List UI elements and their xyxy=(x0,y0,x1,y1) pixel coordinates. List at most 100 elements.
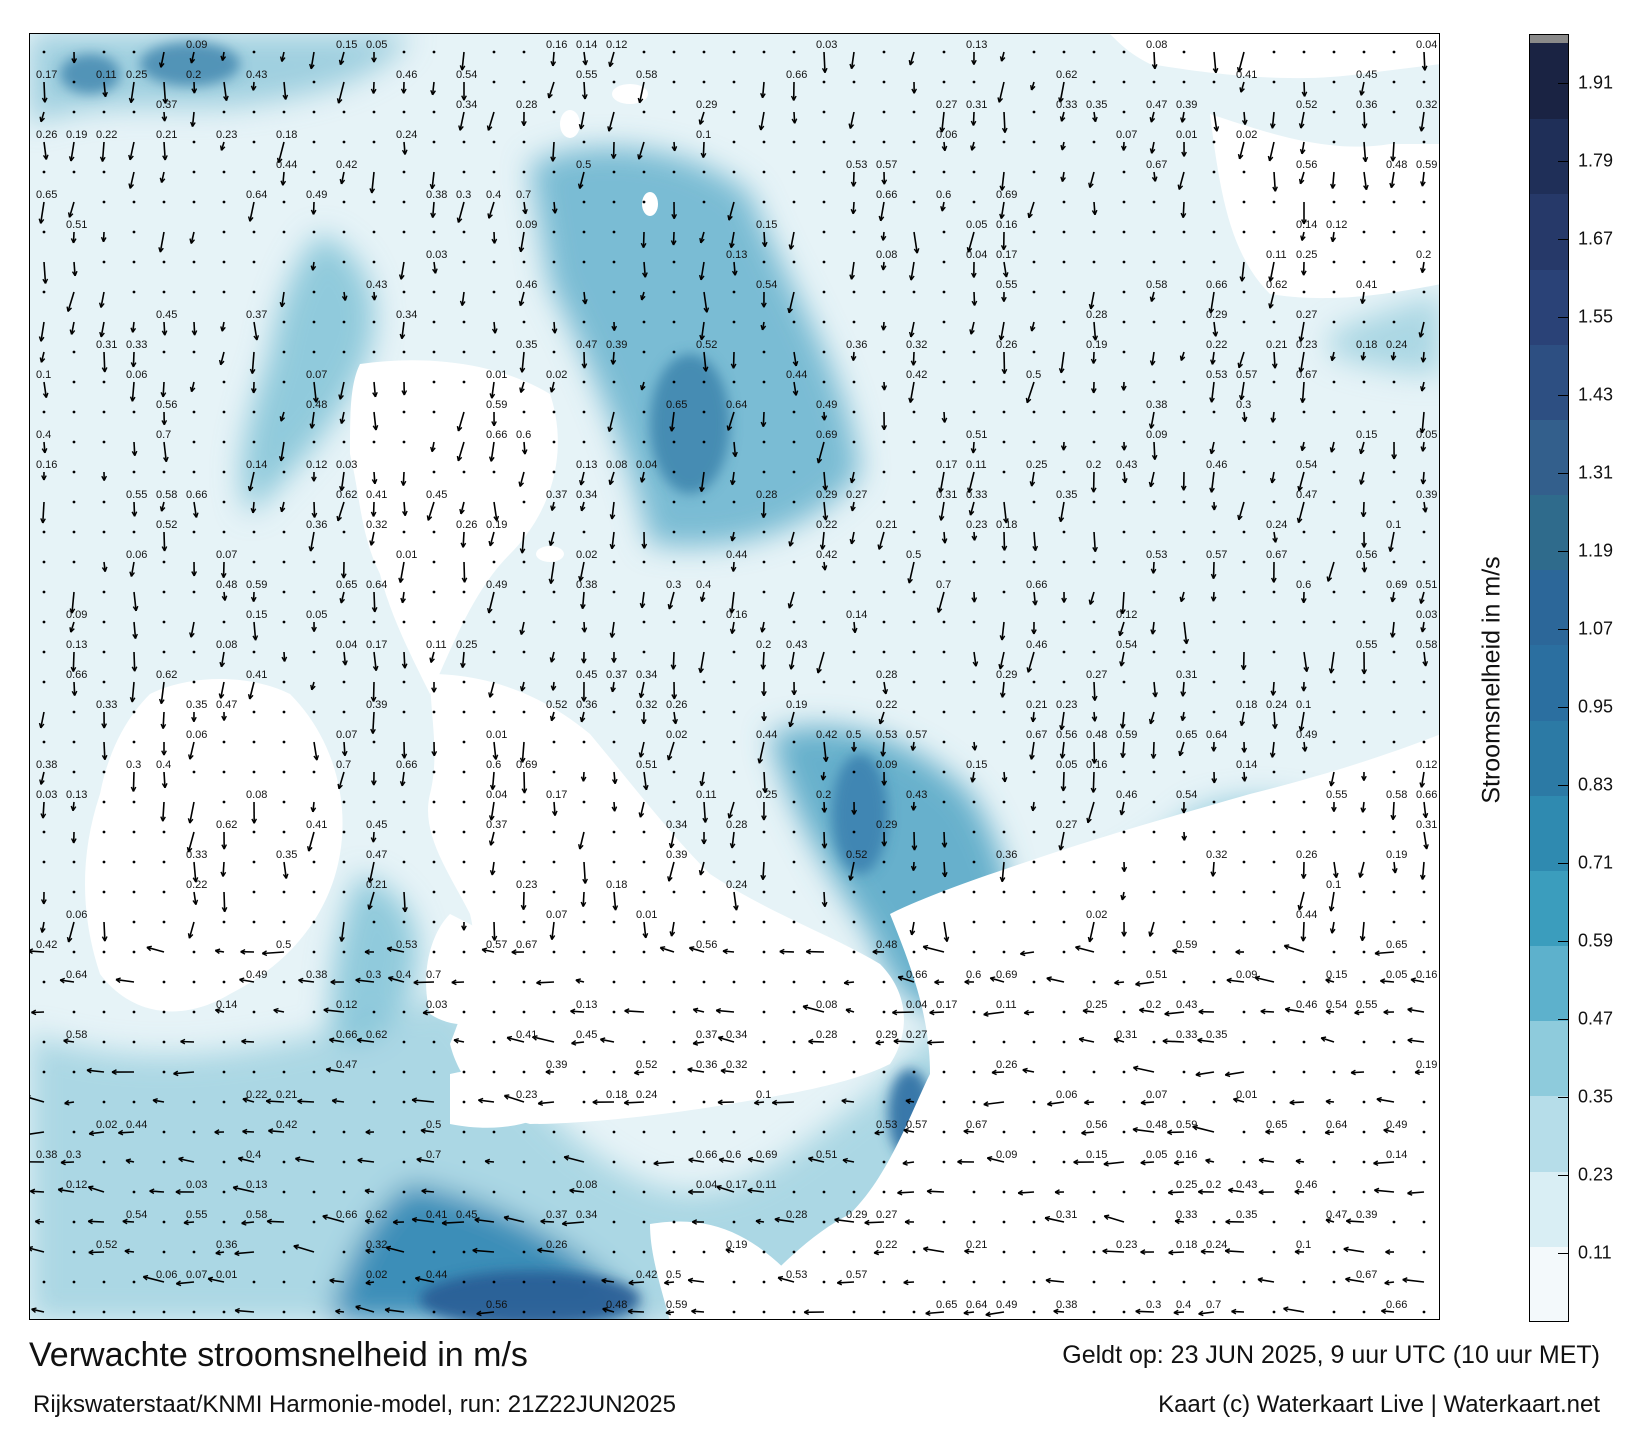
current-vector xyxy=(340,921,345,942)
current-vector-head xyxy=(1058,97,1064,103)
vector-dot xyxy=(1122,530,1126,534)
current-vector-head xyxy=(41,475,47,481)
current-vector-head xyxy=(1270,417,1277,423)
current-vector-head xyxy=(639,477,646,483)
vector-dot xyxy=(1032,1220,1036,1224)
current-vector xyxy=(720,1069,735,1073)
current-vector-head xyxy=(1270,690,1277,696)
vector-dot xyxy=(132,1010,136,1014)
current-vector-head xyxy=(1236,66,1243,73)
current-vector xyxy=(72,231,75,243)
vector-dot xyxy=(1242,530,1246,534)
vector-dot xyxy=(612,1220,616,1224)
current-vector-head xyxy=(983,1101,989,1107)
vector-dot xyxy=(432,290,436,294)
vector-dot xyxy=(1032,680,1036,684)
speed-label: 0.67 xyxy=(1146,159,1167,171)
current-vector-head xyxy=(1091,716,1098,722)
current-vector-head xyxy=(691,1219,698,1225)
current-vector xyxy=(1228,1189,1245,1193)
current-vector-head xyxy=(1031,629,1037,635)
current-vector-head xyxy=(421,1188,427,1195)
current-vector-head xyxy=(688,1189,694,1195)
current-vector-head xyxy=(370,728,376,734)
speed-label: 0.05 xyxy=(1056,759,1077,771)
speed-label: 0.66 xyxy=(1026,579,1047,591)
vector-dot xyxy=(282,1280,286,1284)
vector-dot xyxy=(1062,530,1066,534)
current-vector-head xyxy=(1121,445,1128,451)
vector-dot xyxy=(432,800,436,804)
current-vector xyxy=(624,1101,645,1104)
speed-label: 0.44 xyxy=(276,159,297,171)
vector-dot xyxy=(1062,1010,1066,1014)
current-vector-head xyxy=(641,543,648,549)
current-vector xyxy=(611,681,615,693)
vector-dot xyxy=(762,1010,766,1014)
current-vector-head xyxy=(422,1009,428,1016)
current-vector xyxy=(40,321,45,342)
vector-dot xyxy=(522,590,526,594)
speed-label: 0.53 xyxy=(876,729,897,741)
current-vector-head xyxy=(1029,754,1035,760)
current-vector-head xyxy=(934,979,940,986)
speed-label: 0.12 xyxy=(1416,759,1437,771)
current-vector-head xyxy=(101,475,108,481)
current-vector xyxy=(879,201,885,221)
current-vector-head xyxy=(461,925,467,931)
current-vector-head xyxy=(371,295,378,301)
speed-label: 0.53 xyxy=(876,1119,897,1131)
current-vector xyxy=(970,321,975,335)
current-vector xyxy=(929,1011,945,1014)
vector-dot xyxy=(312,890,316,894)
current-vector-head xyxy=(1029,481,1036,487)
current-vector xyxy=(1363,141,1367,162)
current-vector-head xyxy=(850,208,857,215)
current-vector-head xyxy=(611,778,618,785)
current-vector xyxy=(611,531,615,549)
current-vector xyxy=(70,141,75,162)
speed-label: 0.69 xyxy=(996,969,1017,981)
vector-dot xyxy=(192,1100,196,1104)
vector-dot xyxy=(72,1010,76,1014)
vector-dot xyxy=(162,350,166,354)
current-vector xyxy=(1423,51,1426,71)
vector-dot xyxy=(1002,380,1006,384)
current-vector xyxy=(536,981,555,984)
vector-dot xyxy=(1182,290,1186,294)
speed-label: 0.22 xyxy=(246,1089,267,1101)
vector-dot xyxy=(642,50,646,54)
speed-label: 0.45 xyxy=(576,1029,597,1041)
vector-dot xyxy=(312,1190,316,1194)
current-vector-head xyxy=(642,272,648,278)
vector-dot xyxy=(372,620,376,624)
vector-dot xyxy=(1182,920,1186,924)
current-vector-head xyxy=(1419,598,1425,604)
vector-dot xyxy=(192,530,196,534)
current-vector xyxy=(1420,591,1425,604)
current-vector-head xyxy=(1032,600,1038,606)
current-vector xyxy=(882,741,885,757)
current-vector xyxy=(864,1221,885,1224)
current-vector-head xyxy=(1423,844,1429,850)
speed-label: 0.15 xyxy=(1086,1149,1107,1161)
vector-dot xyxy=(432,830,436,834)
vector-dot xyxy=(1092,230,1096,234)
current-vector-head xyxy=(760,664,767,670)
current-vector-head xyxy=(659,946,666,952)
current-vector xyxy=(40,711,45,729)
current-vector xyxy=(233,1186,255,1193)
current-vector xyxy=(793,111,796,124)
vector-dot xyxy=(552,890,556,894)
speed-label: 0.55 xyxy=(576,69,597,81)
current-vector-head xyxy=(790,95,797,101)
vector-dot xyxy=(1212,680,1216,684)
current-vector xyxy=(1361,291,1365,304)
current-vector xyxy=(850,471,855,484)
current-vector-head xyxy=(670,240,677,246)
vector-dot xyxy=(522,980,526,984)
vector-dot xyxy=(822,1280,826,1284)
speed-label: 0.09 xyxy=(1146,429,1167,441)
speed-label: 0.46 xyxy=(1296,999,1317,1011)
vector-dot xyxy=(1122,110,1126,114)
